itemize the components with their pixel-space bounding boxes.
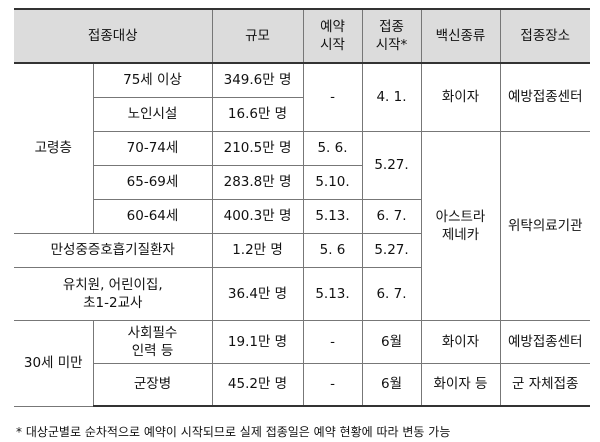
- cell: 1.2만 명: [211, 232, 304, 268]
- cell: 아스트라 제네카: [420, 130, 501, 321]
- cell: 화이자 등: [420, 362, 501, 407]
- row: 70-74세 210.5만 명 5. 6. 5.27. 아스트라 제네카 위탁의…: [14, 130, 590, 321]
- cell: 위탁의료기관: [499, 130, 590, 321]
- cell: 화이자: [420, 319, 501, 364]
- cell: 6월: [361, 362, 422, 407]
- cell: -: [302, 62, 363, 132]
- cell: 5.13.: [302, 266, 363, 321]
- cell: 예방접종센터: [499, 62, 590, 132]
- cell: 만성중증호흡기질환자: [14, 232, 213, 268]
- header-cell: 접종대상: [14, 8, 213, 64]
- cell: 30세 미만: [14, 319, 94, 407]
- cell: 60-64세: [93, 198, 213, 234]
- cell: 400.3만 명: [211, 198, 304, 234]
- cell: -: [302, 319, 363, 364]
- vaccination-table: 접종대상 규모 예약 시작 접종 시작* 백신종류 접종장소 고령층 75세 이…: [14, 8, 590, 407]
- cell: 화이자: [420, 62, 501, 132]
- header-cell: 규모: [211, 8, 304, 64]
- header-row: 접종대상 규모 예약 시작 접종 시작* 백신종류 접종장소: [14, 8, 590, 64]
- row: 유치원, 어린이집, 초1-2교사 36.4만 명 5.13. 6. 7.: [14, 266, 590, 321]
- header-cell: 접종 시작*: [361, 8, 422, 64]
- cell: 283.8만 명: [211, 164, 304, 200]
- row: 군장병 45.2만 명 - 6월 화이자 등 군 자체접종: [14, 362, 590, 407]
- cell: 유치원, 어린이집, 초1-2교사: [14, 266, 213, 321]
- cell: 349.6만 명: [211, 62, 304, 98]
- cell: 6. 7.: [361, 198, 421, 234]
- cell: 노인시설: [93, 96, 213, 132]
- header-cell: 접종장소: [499, 8, 590, 64]
- cell: 16.6만 명: [211, 96, 303, 132]
- header-cell: 예약 시작: [302, 8, 363, 64]
- cell: 6. 7.: [361, 266, 421, 321]
- row: 노인시설 16.6만 명: [14, 96, 590, 132]
- cell: 210.5만 명: [211, 130, 304, 166]
- cell: 36.4만 명: [211, 266, 304, 321]
- row: 고령층 75세 이상 349.6만 명 - 4. 1. 화이자 예방접종센터: [14, 62, 590, 234]
- row: 60-64세 400.3만 명 5.13. 6. 7.: [14, 198, 590, 234]
- cell: 군 자체접종: [499, 362, 590, 407]
- row: 30세 미만 사회필수 인력 등 19.1만 명 - 6월 화이자 예방접종센터: [14, 319, 590, 407]
- cell: 5. 6.: [302, 130, 363, 166]
- cell: 5.27.: [361, 130, 422, 200]
- cell: 6월: [361, 319, 422, 364]
- cell: 5.13.: [302, 198, 363, 234]
- cell: 45.2만 명: [211, 362, 304, 407]
- cell: 5.27.: [361, 232, 421, 268]
- cell: 사회필수 인력 등: [92, 319, 213, 364]
- cell: 65-69세: [93, 164, 213, 200]
- cell: 4. 1.: [361, 62, 422, 132]
- row: 만성중증호흡기질환자 1.2만 명 5. 6 5.27.: [14, 232, 590, 268]
- cell: 5. 6: [302, 232, 363, 268]
- cell: 70-74세: [93, 130, 213, 166]
- footnote: * 대상군별로 순차적으로 예약이 시작되므로 실제 접종일은 예약 현황에 따…: [16, 425, 451, 439]
- cell: -: [302, 362, 363, 407]
- cell: 예방접종센터: [499, 319, 590, 364]
- cell: 75세 이상: [92, 62, 213, 98]
- header-cell: 백신종류: [420, 8, 501, 64]
- cell: 5.10.: [302, 164, 362, 200]
- cell: 군장병: [93, 362, 213, 407]
- cell: 고령층: [14, 62, 94, 234]
- cell: 19.1만 명: [211, 319, 304, 364]
